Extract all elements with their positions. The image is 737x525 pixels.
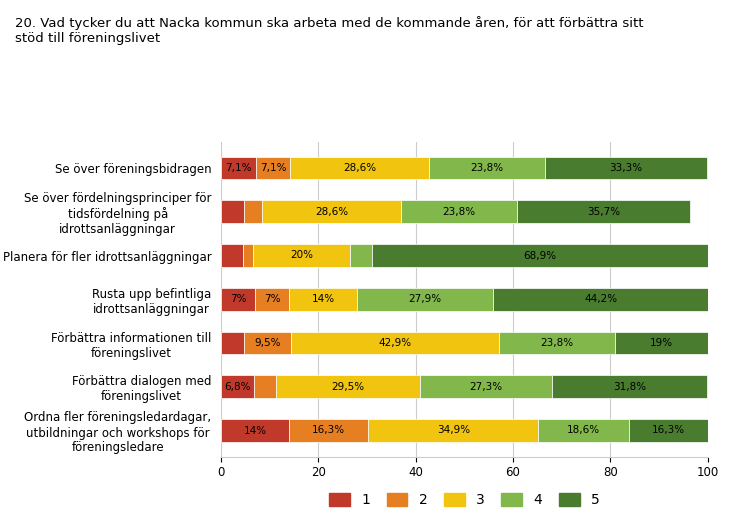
Text: 7,1%: 7,1% [225, 163, 251, 173]
Text: 28,6%: 28,6% [343, 163, 377, 173]
Bar [256, 156, 290, 180]
Bar [289, 419, 368, 442]
Bar [242, 244, 254, 267]
Text: 20%: 20% [290, 250, 313, 260]
Text: 20. Vad tycker du att Nacka kommun ska arbeta med de kommande åren, för att förb: 20. Vad tycker du att Nacka kommun ska a… [15, 16, 643, 45]
Bar [401, 201, 517, 223]
Bar [255, 288, 289, 311]
Bar [351, 244, 372, 267]
Legend: 1, 2, 3, 4, 5: 1, 2, 3, 4, 5 [324, 488, 605, 513]
Text: 18,6%: 18,6% [567, 425, 600, 436]
Bar [289, 288, 357, 311]
Bar [221, 288, 255, 311]
Text: 14%: 14% [244, 425, 267, 436]
Text: 16,3%: 16,3% [652, 425, 685, 436]
Bar [629, 419, 708, 442]
Bar [429, 156, 545, 180]
Text: 27,9%: 27,9% [408, 294, 441, 304]
Text: 19%: 19% [650, 338, 673, 348]
Text: 7%: 7% [264, 294, 280, 304]
Bar [221, 244, 242, 267]
Bar [221, 419, 289, 442]
Text: 33,3%: 33,3% [609, 163, 643, 173]
Bar [276, 375, 419, 398]
Bar [221, 332, 245, 354]
Text: 34,9%: 34,9% [437, 425, 470, 436]
Bar [615, 332, 708, 354]
Bar [493, 288, 708, 311]
Bar [419, 375, 552, 398]
Bar [517, 201, 691, 223]
Text: 23,8%: 23,8% [471, 163, 503, 173]
Text: 7,1%: 7,1% [259, 163, 286, 173]
Text: 16,3%: 16,3% [312, 425, 346, 436]
Text: 9,5%: 9,5% [254, 338, 281, 348]
Bar [245, 201, 262, 223]
Bar [552, 375, 707, 398]
Bar [254, 244, 351, 267]
Text: 6,8%: 6,8% [224, 382, 251, 392]
Bar [221, 201, 245, 223]
Text: 42,9%: 42,9% [378, 338, 411, 348]
Text: 31,8%: 31,8% [613, 382, 646, 392]
Bar [245, 332, 290, 354]
Bar [221, 375, 254, 398]
Text: 28,6%: 28,6% [315, 207, 348, 217]
Bar [221, 156, 256, 180]
Bar [538, 419, 629, 442]
Text: 7%: 7% [230, 294, 246, 304]
Bar [500, 332, 615, 354]
Text: 27,3%: 27,3% [469, 382, 503, 392]
Bar [357, 288, 493, 311]
Text: 23,8%: 23,8% [541, 338, 574, 348]
Text: 44,2%: 44,2% [584, 294, 617, 304]
Text: 29,5%: 29,5% [331, 382, 364, 392]
Text: 35,7%: 35,7% [587, 207, 621, 217]
Bar [368, 419, 538, 442]
Bar [290, 156, 429, 180]
Bar [372, 244, 708, 267]
Text: 23,8%: 23,8% [442, 207, 475, 217]
Text: 68,9%: 68,9% [523, 250, 556, 260]
Bar [545, 156, 707, 180]
Text: 14%: 14% [312, 294, 335, 304]
Bar [262, 201, 401, 223]
Bar [290, 332, 500, 354]
Bar [254, 375, 276, 398]
